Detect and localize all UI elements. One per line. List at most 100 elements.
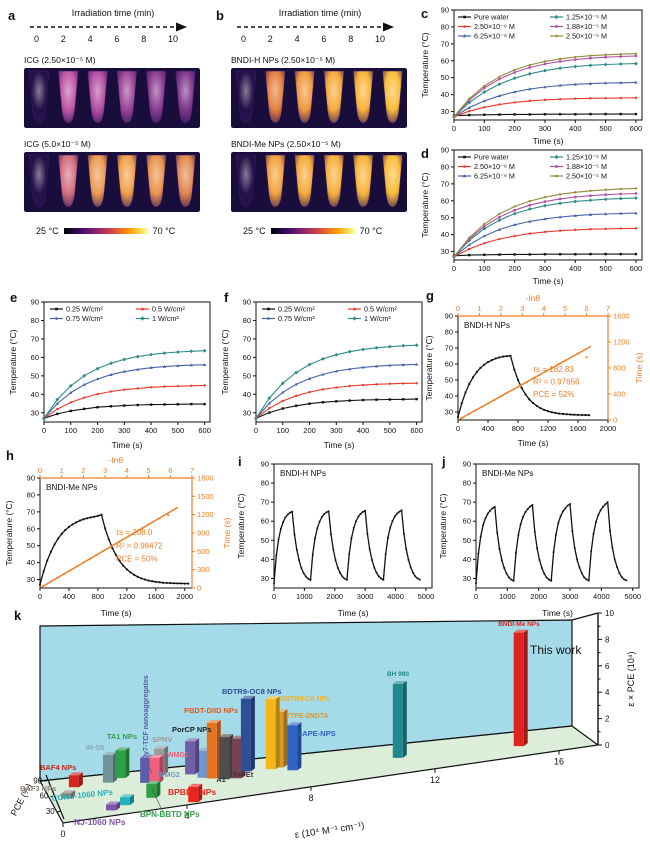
marker bbox=[634, 187, 638, 190]
marker bbox=[277, 538, 280, 541]
marker bbox=[548, 578, 550, 581]
bar-label: BAF3 NPs bbox=[20, 784, 56, 793]
marker bbox=[526, 508, 529, 510]
marker bbox=[123, 388, 126, 391]
legend-label: 1 W/cm² bbox=[364, 314, 391, 323]
bar-front bbox=[197, 750, 208, 778]
marker bbox=[532, 377, 534, 380]
x-axis-label: Time (s) bbox=[101, 608, 132, 618]
marker bbox=[613, 558, 616, 561]
marker bbox=[158, 517, 161, 520]
marker bbox=[401, 343, 406, 348]
marker bbox=[480, 406, 483, 409]
y-tick-label: 50 bbox=[261, 536, 269, 545]
y-tick-label: 30 bbox=[243, 408, 251, 417]
x-tick-label: 3000 bbox=[562, 592, 579, 601]
marker bbox=[603, 81, 608, 85]
marker bbox=[96, 392, 99, 396]
marker bbox=[416, 577, 419, 580]
marker bbox=[543, 200, 547, 203]
plot-frame bbox=[475, 463, 640, 589]
marker bbox=[619, 211, 623, 215]
bar-side bbox=[78, 772, 83, 788]
marker bbox=[483, 106, 486, 109]
right-tick-label: 0 bbox=[613, 416, 617, 425]
marker bbox=[147, 579, 150, 582]
marker bbox=[352, 316, 357, 321]
tube bbox=[116, 70, 138, 124]
marker bbox=[483, 253, 486, 256]
y-tick-label: 50 bbox=[27, 541, 35, 550]
marker bbox=[574, 58, 577, 61]
tick-label: 8 bbox=[348, 34, 354, 44]
panel-e-chart: 30 40 50 60 70 80 90 0 100 200 300 400 500 600 Tempera… bbox=[8, 298, 211, 451]
marker bbox=[558, 66, 563, 71]
chart-title: BNDI-H NPs bbox=[464, 321, 510, 330]
marker bbox=[533, 530, 536, 533]
marker bbox=[162, 351, 167, 356]
marker bbox=[604, 188, 607, 191]
marker bbox=[513, 368, 516, 371]
marker bbox=[585, 578, 588, 581]
marker bbox=[512, 388, 515, 391]
tube bbox=[235, 70, 257, 124]
marker bbox=[336, 566, 339, 569]
marker bbox=[452, 115, 456, 118]
series-fit-scatter bbox=[43, 514, 170, 587]
bar-label: MAPE-NPS bbox=[296, 729, 336, 738]
marker bbox=[479, 535, 482, 538]
marker bbox=[584, 414, 587, 416]
legend-label: 6.25×10⁻⁶ M bbox=[474, 32, 515, 41]
marker bbox=[334, 352, 339, 357]
marker bbox=[619, 96, 622, 100]
marker bbox=[348, 384, 351, 388]
temperature-colorbar: 25 °C 70 °C bbox=[36, 226, 212, 236]
marker bbox=[609, 529, 611, 532]
series-line bbox=[43, 364, 205, 419]
marker bbox=[355, 520, 357, 523]
marker bbox=[604, 227, 607, 231]
marker bbox=[158, 581, 161, 584]
marker bbox=[489, 509, 491, 512]
annotation: τs = 208.0 bbox=[116, 528, 153, 537]
x-tick-label: 300 bbox=[118, 426, 131, 435]
series-2.50e-5 bbox=[452, 52, 638, 118]
marker bbox=[619, 55, 622, 58]
marker bbox=[189, 349, 194, 354]
tube bbox=[382, 154, 403, 208]
bar-front bbox=[140, 757, 151, 783]
y-axis-label: Temperature (°C) bbox=[220, 329, 230, 394]
marker bbox=[604, 252, 607, 256]
bar-top bbox=[68, 772, 83, 776]
y-axis-label: Temperature (°C) bbox=[438, 493, 448, 558]
pointer-line bbox=[146, 762, 153, 774]
marker bbox=[604, 112, 607, 116]
y-tick-label: 80 bbox=[27, 490, 35, 499]
y-tick-label: 30 bbox=[27, 575, 35, 584]
marker bbox=[343, 577, 346, 580]
marker bbox=[352, 527, 355, 529]
x-tick-label: 0 bbox=[452, 264, 456, 273]
y-tick-label: 60 bbox=[243, 353, 251, 362]
marker bbox=[589, 97, 592, 100]
marker bbox=[589, 252, 592, 256]
bar-top bbox=[265, 696, 280, 700]
marker bbox=[547, 410, 549, 413]
marker bbox=[618, 62, 623, 66]
tube bbox=[175, 70, 196, 124]
marker bbox=[371, 559, 373, 561]
sample-label: ICG (5.0×10⁻⁵ M) bbox=[24, 139, 91, 149]
marker bbox=[558, 83, 562, 87]
marker bbox=[619, 187, 622, 191]
marker bbox=[606, 501, 609, 504]
marker bbox=[528, 199, 532, 203]
marker bbox=[298, 559, 300, 562]
marker bbox=[176, 403, 180, 406]
bar-top bbox=[287, 722, 302, 726]
series-pure-water bbox=[452, 252, 638, 257]
marker bbox=[604, 503, 607, 506]
strip-background bbox=[24, 152, 200, 212]
marker bbox=[574, 55, 577, 59]
top-tick-label: 6 bbox=[584, 304, 588, 313]
marker bbox=[472, 376, 474, 379]
